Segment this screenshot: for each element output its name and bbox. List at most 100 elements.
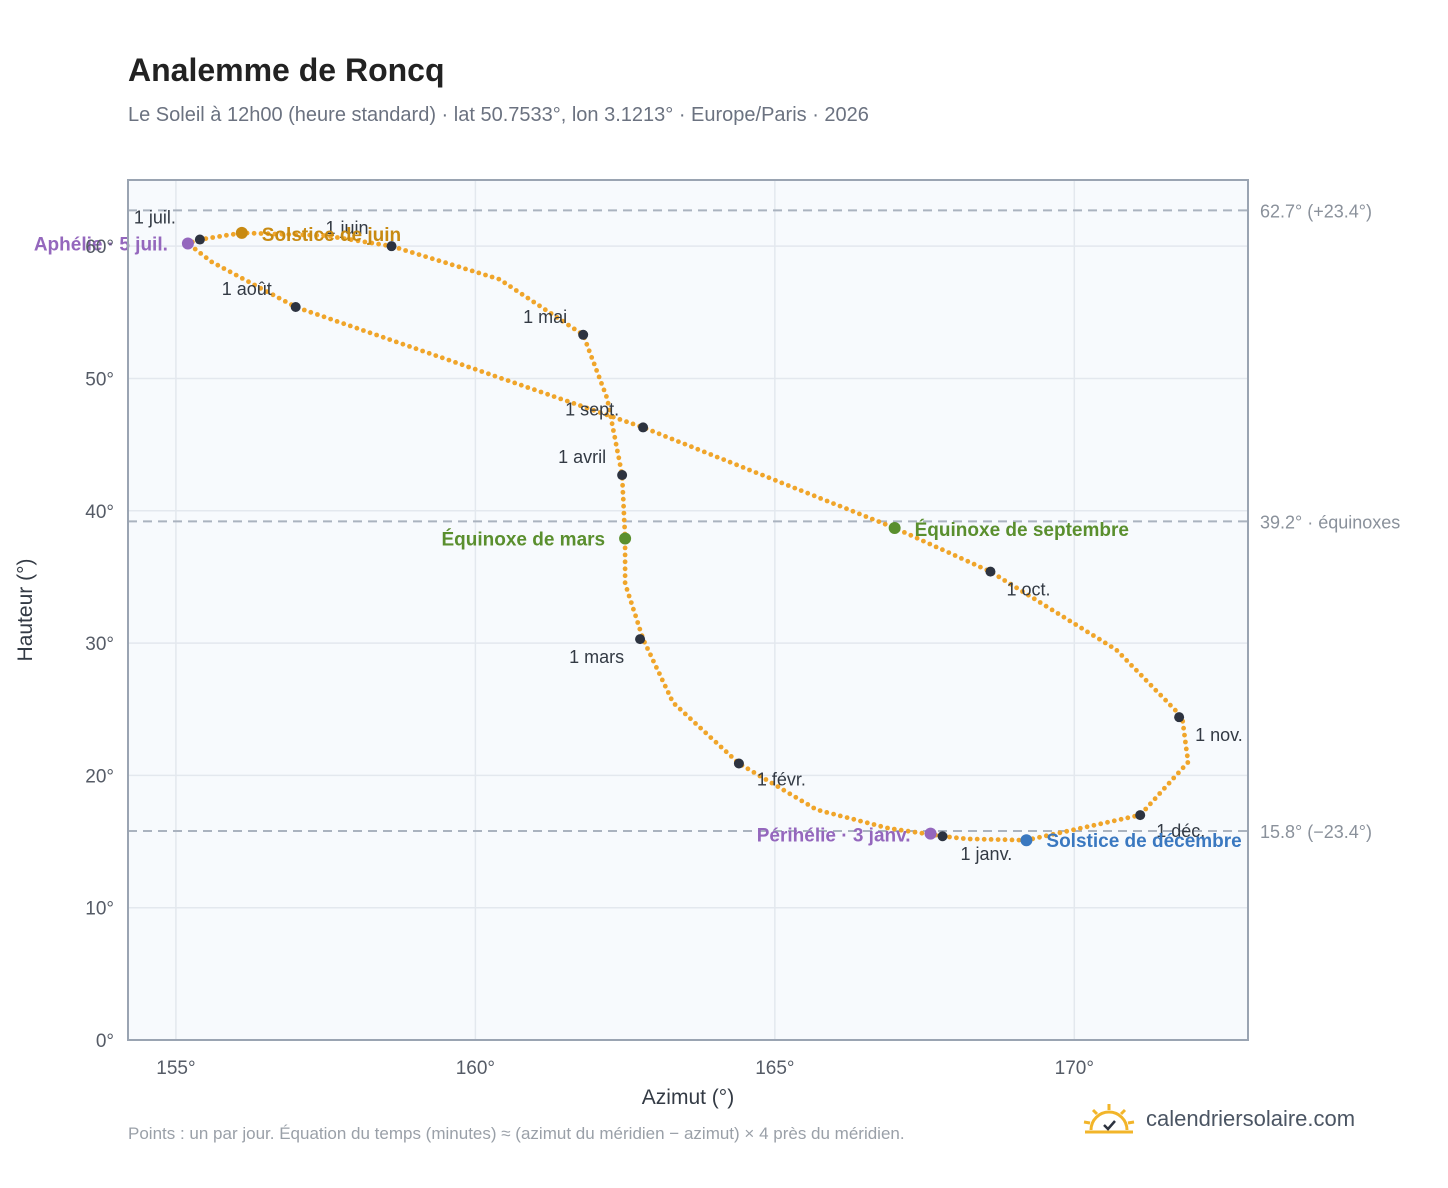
x-tick-label: 155° (156, 1058, 195, 1079)
month-label: 1 févr. (757, 769, 806, 789)
daily-point (933, 544, 939, 550)
daily-point (1176, 770, 1181, 776)
daily-point (439, 355, 445, 361)
x-tick-label: 165° (755, 1058, 794, 1079)
daily-point (805, 802, 811, 807)
daily-point (616, 455, 622, 461)
daily-point (426, 350, 432, 356)
daily-point (537, 303, 542, 309)
daily-point (492, 373, 498, 379)
daily-point (1031, 596, 1037, 602)
event-marker (235, 226, 248, 239)
daily-point (1111, 818, 1117, 824)
daily-point (362, 239, 368, 245)
daily-point (525, 295, 531, 301)
daily-point (1098, 821, 1104, 827)
daily-point (613, 441, 619, 447)
daily-point (1026, 592, 1031, 598)
daily-point (773, 477, 778, 483)
daily-point (637, 626, 643, 632)
daily-point (622, 524, 627, 530)
daily-point (328, 234, 333, 239)
daily-point (456, 264, 462, 270)
daily-point (760, 472, 765, 478)
daily-point (1152, 796, 1158, 802)
daily-point (591, 361, 597, 367)
daily-point (300, 232, 306, 238)
brand-logo[interactable]: calendriersolaire.com (1082, 1102, 1355, 1136)
daily-point (571, 401, 577, 406)
daily-point (1020, 589, 1025, 594)
daily-point (469, 268, 475, 274)
daily-point (677, 706, 683, 712)
event-label: Périhélie · 3 janv. (757, 826, 911, 847)
daily-point (409, 250, 415, 255)
daily-point (560, 318, 566, 324)
daily-point (538, 389, 544, 395)
daily-point (981, 836, 987, 842)
daily-point (728, 754, 734, 759)
daily-point (420, 348, 425, 354)
daily-point (648, 652, 653, 658)
daily-point (863, 514, 869, 519)
daily-point (479, 369, 485, 374)
daily-point (1153, 687, 1159, 693)
daily-point (1118, 816, 1124, 822)
daily-point (959, 556, 964, 561)
daily-point (927, 541, 933, 547)
daily-point (831, 811, 836, 817)
reference-line-label: 62.7° (+23.4°) (1260, 201, 1372, 221)
daily-point (902, 530, 907, 535)
daily-point (882, 521, 888, 527)
daily-point (589, 355, 595, 360)
daily-point (1002, 837, 1008, 843)
daily-point (624, 419, 629, 425)
plot-area (128, 180, 1248, 1040)
daily-point (662, 683, 668, 689)
sun-icon (1083, 1104, 1135, 1134)
daily-point (334, 319, 340, 324)
daily-point (1162, 785, 1167, 791)
daily-point (246, 279, 251, 285)
daily-point (459, 362, 465, 368)
daily-point (1183, 739, 1188, 745)
daily-point (831, 501, 836, 506)
daily-point (622, 545, 628, 551)
daily-point (1037, 600, 1043, 605)
daily-point (905, 828, 911, 834)
daily-point (960, 836, 966, 841)
daily-point (446, 357, 452, 363)
event-label: Solstice de juin (262, 225, 401, 246)
daily-point (486, 371, 491, 377)
daily-point (708, 735, 714, 740)
daily-point (621, 510, 627, 516)
daily-point (433, 353, 439, 358)
daily-point (727, 459, 733, 465)
event-markers: Solstice de juin Équinoxe de mars Équinoxe… (34, 225, 1242, 852)
reference-line-label: 15.8° (−23.4°) (1260, 822, 1372, 842)
daily-point (898, 827, 904, 833)
month-label: 1 nov. (1195, 725, 1243, 745)
daily-point (912, 829, 918, 835)
daily-point (650, 428, 655, 434)
daily-point (792, 485, 798, 491)
daily-point (857, 511, 862, 517)
daily-point (519, 291, 525, 297)
daily-point (1064, 828, 1070, 834)
daily-point (622, 552, 628, 558)
daily-point (1016, 837, 1022, 843)
daily-point (1077, 825, 1083, 831)
daily-point (400, 341, 406, 347)
daily-point (252, 282, 257, 288)
chart-title: Analemme de Roncq (128, 52, 445, 88)
daily-point (429, 256, 435, 262)
daily-point (1055, 611, 1061, 616)
daily-point (615, 448, 620, 454)
daily-point (1105, 819, 1110, 825)
daily-point (505, 378, 511, 383)
daily-point (1168, 702, 1173, 708)
daily-point (714, 454, 720, 460)
daily-point (308, 309, 314, 315)
daily-point (1129, 663, 1134, 668)
daily-point (512, 380, 518, 386)
